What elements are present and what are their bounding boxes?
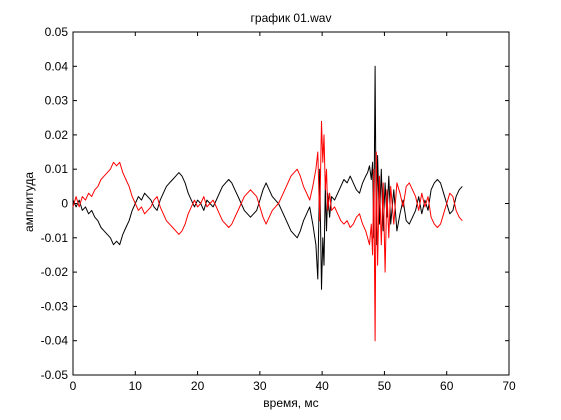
series-line-1 [72,65,463,290]
y-tick-label: -0.03 [41,299,69,313]
y-tick-label: 0.01 [45,162,69,176]
chart-title: график 01.wav [251,11,332,25]
plot-area-frame [72,31,510,376]
y-tick-label: -0.04 [41,334,69,348]
x-tick-label: 0 [70,379,77,393]
axis-ticks: 0 10 20 30 40 50 60 700.050.040.030.020.010-0.0… [41,25,516,393]
y-axis-label: амплитуда [22,172,36,232]
y-tick-label: -0.02 [41,265,69,279]
y-tick-label: 0.04 [45,59,69,73]
x-tick-label: 60 [440,379,454,393]
x-tick-label: 70 [502,379,516,393]
y-tick-label: -0.01 [41,231,69,245]
y-tick-label: 0.05 [45,25,69,39]
y-tick-label: 0.02 [45,128,69,142]
series-line-2 [72,120,463,342]
series-layer [72,65,463,342]
y-tick-label: 0 [61,197,68,211]
x-tick-label: 40 [315,379,329,393]
x-tick-label: 20 [191,379,205,393]
x-tick-label: 10 [129,379,143,393]
y-tick-label: -0.05 [41,368,69,382]
y-tick-label: 0.03 [45,94,69,108]
x-tick-label: 50 [378,379,392,393]
x-tick-label: 30 [253,379,267,393]
x-axis-label: время, мс [263,396,318,410]
